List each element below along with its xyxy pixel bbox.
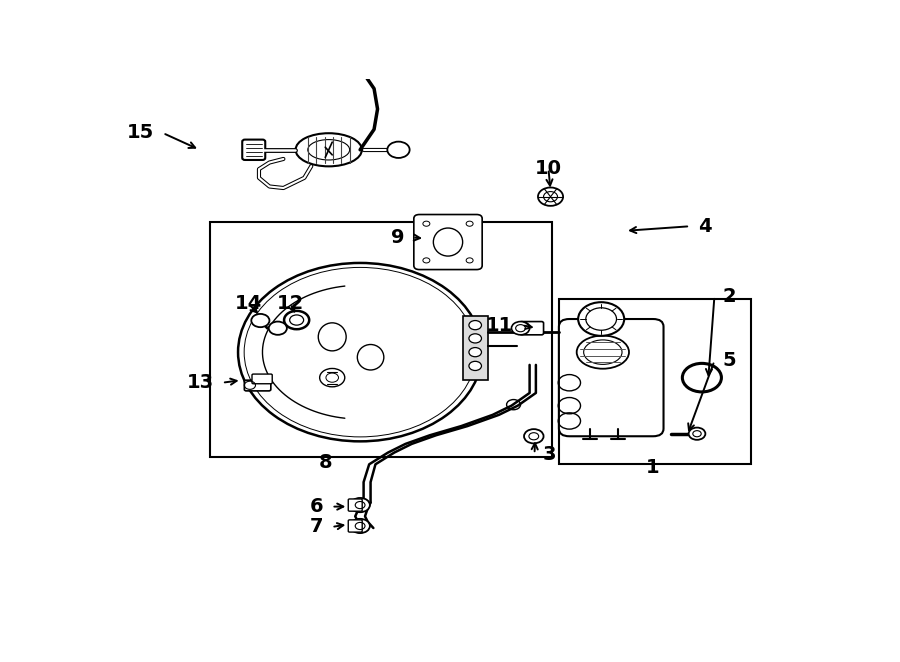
Circle shape [284,311,310,329]
Circle shape [538,187,563,206]
Text: 14: 14 [235,294,262,313]
Text: 4: 4 [698,216,712,236]
Bar [463,316,488,380]
Circle shape [350,519,370,533]
Text: 12: 12 [276,294,304,313]
Text: 13: 13 [186,373,213,393]
Text: 6: 6 [310,497,323,516]
Circle shape [238,263,482,442]
Circle shape [688,428,706,440]
Text: 3: 3 [543,445,556,463]
Text: 7: 7 [310,518,323,536]
Text: 1: 1 [646,458,660,477]
Circle shape [524,429,544,444]
Text: 5: 5 [723,352,736,370]
Circle shape [251,314,269,327]
Circle shape [350,498,370,512]
FancyBboxPatch shape [242,140,266,160]
Ellipse shape [295,133,362,166]
Ellipse shape [577,336,629,369]
Circle shape [469,348,482,357]
Circle shape [511,322,529,335]
FancyBboxPatch shape [348,520,362,532]
Bar [211,222,552,457]
Text: 9: 9 [391,228,404,247]
Circle shape [578,302,625,336]
Text: 11: 11 [486,316,514,334]
Circle shape [469,361,482,371]
Text: 10: 10 [535,159,562,178]
FancyBboxPatch shape [559,319,663,436]
Text: 15: 15 [127,123,155,142]
Bar [559,299,751,464]
Text: 2: 2 [723,287,736,306]
Circle shape [469,334,482,343]
FancyBboxPatch shape [520,322,544,335]
Circle shape [387,142,410,158]
FancyBboxPatch shape [244,380,271,391]
Circle shape [269,322,287,335]
FancyBboxPatch shape [348,499,362,511]
Text: 8: 8 [319,453,332,472]
FancyBboxPatch shape [252,374,272,384]
FancyBboxPatch shape [414,214,482,269]
Circle shape [469,320,482,330]
